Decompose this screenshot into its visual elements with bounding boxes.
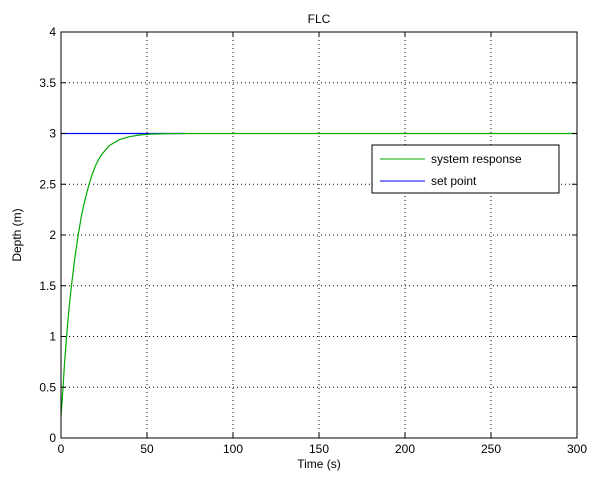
series-layer	[60, 132, 577, 416]
legend-label-system-response: system response	[431, 152, 522, 166]
y-tick-label: 2.5	[39, 177, 56, 191]
series-line-system-response	[60, 132, 577, 416]
y-tick-label: 1	[49, 330, 56, 344]
plot-area	[61, 32, 577, 438]
y-tick-label: 3.5	[39, 76, 56, 90]
x-tick-label: 0	[58, 442, 65, 456]
x-tick-label: 250	[481, 442, 501, 456]
x-axis-label: Time (s)	[297, 457, 341, 471]
ticks: 0 50 100 150 200 250 300 0 0.5 1 1.5 2 2.5 3 3.5 4	[39, 25, 587, 456]
y-tick-label: 1.5	[39, 279, 56, 293]
x-tick-label: 150	[309, 442, 329, 456]
y-tick-label: 0.5	[39, 380, 56, 394]
x-tick-label: 50	[140, 442, 154, 456]
chart-title: FLC	[308, 12, 331, 26]
y-tick-label: 4	[49, 25, 56, 39]
y-tick-label: 2	[49, 228, 56, 242]
x-tick-label: 200	[395, 442, 415, 456]
legend-label-set-point: set point	[431, 174, 477, 188]
x-tick-label: 100	[223, 442, 243, 456]
legend-box	[371, 144, 560, 194]
y-tick-label: 3	[49, 127, 56, 141]
y-tick-label: 0	[49, 431, 56, 445]
legend: system response set point	[371, 144, 560, 194]
y-axis-label: Depth (m)	[10, 208, 24, 261]
x-tick-label: 300	[567, 442, 587, 456]
